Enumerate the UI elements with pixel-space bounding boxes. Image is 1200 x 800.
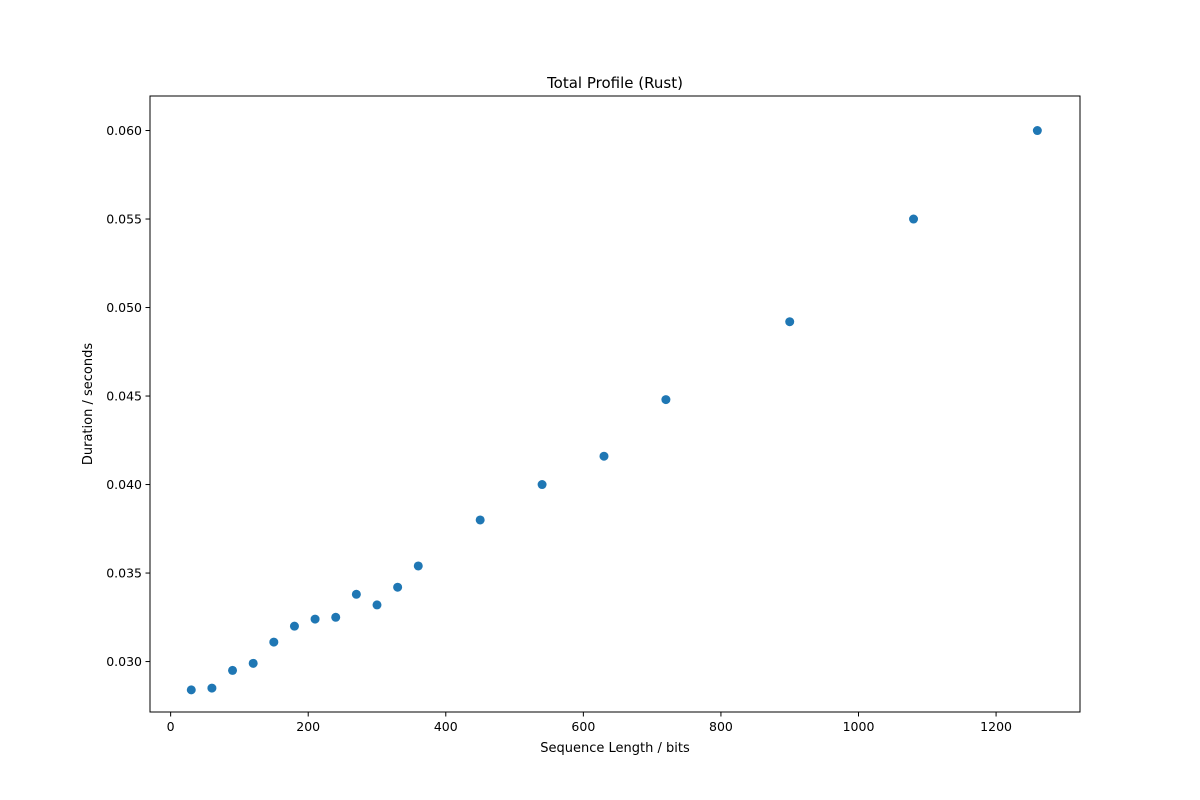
y-tick-label: 0.050 xyxy=(106,300,142,315)
y-tick-label: 0.045 xyxy=(106,389,142,404)
data-point xyxy=(207,683,217,693)
data-point xyxy=(351,589,361,599)
x-tick-label: 1200 xyxy=(980,719,1012,734)
data-point xyxy=(269,637,279,647)
x-axis-label: Sequence Length / bits xyxy=(540,741,690,756)
data-point xyxy=(331,612,341,622)
x-tick-label: 1000 xyxy=(843,719,875,734)
data-point xyxy=(537,480,547,490)
data-point xyxy=(661,395,671,405)
x-tick-label: 800 xyxy=(709,719,733,734)
data-point xyxy=(289,621,299,631)
data-point xyxy=(228,665,238,675)
y-tick-label: 0.040 xyxy=(106,477,142,492)
data-point xyxy=(599,451,609,461)
y-tick-label: 0.055 xyxy=(106,212,142,227)
data-point xyxy=(248,658,258,668)
data-points xyxy=(186,126,1042,695)
data-point xyxy=(909,214,919,224)
y-axis: 0.030 0.035 0.040 0.045 0.050 0.055 0.060 xyxy=(106,123,150,669)
chart-title: Total Profile (Rust) xyxy=(546,74,683,92)
data-point xyxy=(413,561,423,571)
y-tick-label: 0.035 xyxy=(106,566,142,581)
x-tick-label: 0 xyxy=(167,719,175,734)
x-tick-label: 400 xyxy=(434,719,458,734)
x-tick-label: 600 xyxy=(571,719,595,734)
data-point xyxy=(310,614,320,624)
plot-frame xyxy=(149,95,1081,713)
x-tick-label: 200 xyxy=(296,719,320,734)
data-point xyxy=(785,317,795,327)
data-point xyxy=(1032,126,1042,136)
data-point xyxy=(186,685,196,695)
x-axis: 0 200 400 600 800 1000 1200 xyxy=(167,712,1012,734)
data-point xyxy=(393,582,403,592)
y-tick-label: 0.030 xyxy=(106,654,142,669)
data-point xyxy=(372,600,382,610)
data-point xyxy=(475,515,485,525)
y-axis-label: Duration / seconds xyxy=(81,343,96,465)
y-tick-label: 0.060 xyxy=(106,123,142,138)
